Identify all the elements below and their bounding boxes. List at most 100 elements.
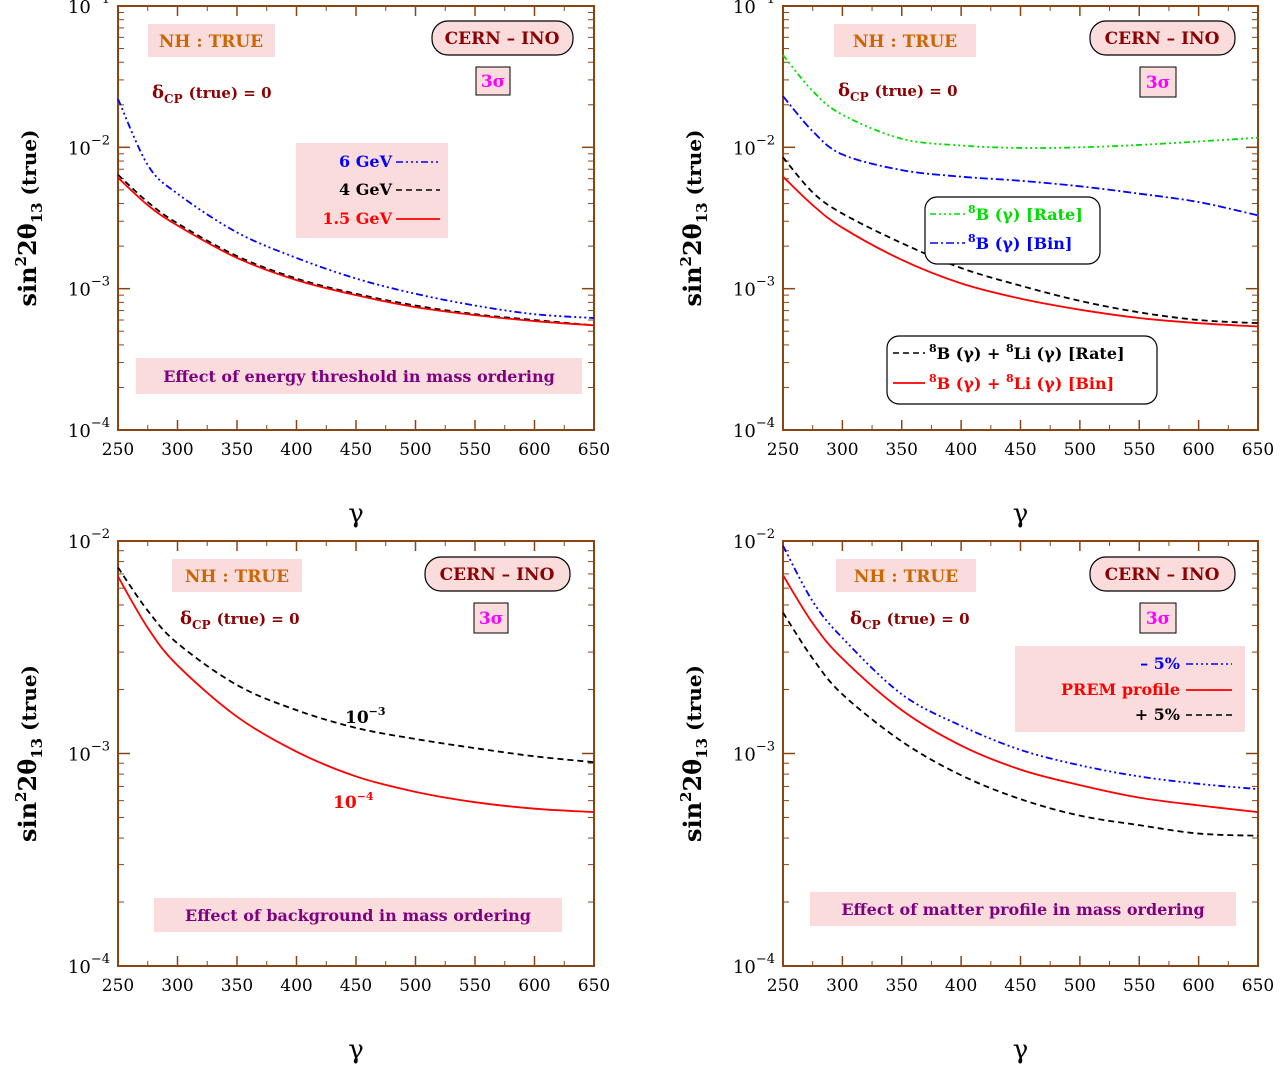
nh-true-box [148, 24, 275, 57]
decor-layer: NH : TRUE CERN – INO 3σ δCP (true) = 0 6 … [136, 20, 1245, 932]
legend-label-1p5gev: 1.5 GeV [322, 209, 392, 228]
x-tick-label: 500 [399, 440, 431, 460]
x-tick-label: 650 [1242, 440, 1274, 460]
y-tick-label: 10−3 [733, 740, 775, 766]
x-tick-label: 500 [1064, 440, 1096, 460]
x-axis-label: γ [348, 1035, 364, 1065]
note-box [810, 892, 1236, 926]
x-tick-label: 400 [280, 440, 312, 460]
cl-box [1139, 602, 1177, 634]
cl-box [475, 66, 511, 96]
y-tick-label: 10−4 [68, 416, 110, 442]
panels-layer: 250 300 350 400 450 500 550 600 650 10−4 10−3 10−2 1… [12, 0, 1274, 1065]
legend-box-b-li [886, 335, 1158, 405]
x-tick-label: 250 [102, 440, 134, 460]
y-axis-label: sin22θ13 (true) [12, 129, 46, 306]
panel-4-annotations: NH : TRUE CERN – INO 3σ δCP (true) = 0 – … [810, 556, 1245, 926]
legend-label-plus5: + 5% [1135, 705, 1180, 724]
y-tick-label: 10−4 [68, 952, 110, 978]
y-tick-label: 10−2 [68, 527, 110, 553]
x-tick-label: 600 [518, 440, 550, 460]
cl-label: 3σ [1146, 73, 1170, 93]
nh-true-label: NH : TRUE [853, 32, 957, 52]
x-tick-label: 600 [1182, 440, 1214, 460]
x-tick-label: 600 [1182, 976, 1214, 996]
x-tick-label: 650 [578, 440, 610, 460]
legend-label-b-rate: 8B (γ) [Rate] [968, 203, 1083, 224]
series-line-3 [117, 177, 595, 327]
note-label: Effect of energy threshold in mass order… [163, 367, 555, 386]
curve-label-1e-3: 10−3 [345, 705, 386, 728]
y-axis-label: sin22θ13 (true) [677, 665, 711, 842]
legend-box [1015, 646, 1245, 732]
nh-true-box [172, 559, 302, 592]
x-axis-label: γ [1013, 499, 1029, 529]
x-axis-label: γ [1013, 1035, 1029, 1065]
legend-label-bli-bin: 8B (γ) + 8Li (γ) [Bin] [929, 372, 1114, 393]
baseline-badge [1089, 556, 1236, 592]
y-tick-label: 10−4 [733, 952, 775, 978]
x-tick-label: 500 [1064, 976, 1096, 996]
x-tick-label: 550 [1123, 976, 1155, 996]
cl-box [1139, 66, 1177, 98]
baseline-label: CERN – INO [1105, 29, 1220, 49]
x-tick-label: 250 [102, 976, 134, 996]
legend-label-6gev: 6 GeV [339, 152, 393, 171]
panel-4: 250 300 350 400 450 500 550 600 650 10−4 10−3 10−2 γ… [677, 527, 1274, 1065]
nh-true-label: NH : TRUE [854, 567, 958, 587]
x-tick-label: 300 [161, 440, 193, 460]
x-tick-label: 250 [767, 440, 799, 460]
x-tick-label: 300 [826, 976, 858, 996]
cl-label: 3σ [479, 609, 503, 629]
panel-3-annotations: NH : TRUE CERN – INO 3σ δCP (true) = 0 10… [154, 556, 571, 932]
baseline-label: CERN – INO [445, 29, 560, 49]
legend-label-4gev: 4 GeV [339, 180, 393, 199]
x-tick-label: 450 [1004, 440, 1036, 460]
x-tick-label: 450 [340, 976, 372, 996]
y-tick-label: 10−3 [68, 275, 110, 301]
nh-true-box [836, 559, 976, 592]
panel-3: 250 300 350 400 450 500 550 600 650 10−4 10−3 10−2 γ… [12, 527, 610, 1065]
y-tick-label: 10−1 [68, 0, 110, 18]
baseline-label: CERN – INO [1105, 565, 1220, 585]
y-tick-label: 10−2 [68, 133, 110, 159]
x-tick-label: 350 [221, 440, 253, 460]
delta-cp-label: δCP (true) = 0 [180, 608, 300, 632]
series-line-2 [782, 574, 1259, 813]
y-axis-label: sin22θ13 (true) [12, 665, 46, 842]
panel-2-annotations: NH : TRUE CERN – INO 3σ δCP (true) = 0 8B… [834, 20, 1236, 405]
y-tick-label: 10−3 [68, 740, 110, 766]
note-label: Effect of matter profile in mass orderin… [841, 900, 1204, 919]
panel-1-annotations: NH : TRUE CERN – INO 3σ δCP (true) = 0 6 … [136, 20, 582, 394]
x-tick-label: 350 [221, 976, 253, 996]
cl-box [473, 602, 509, 634]
panel-1: 250 300 350 400 450 500 550 600 650 10−4 10−3 10−2 1… [12, 0, 610, 529]
legend-label-bli-rate: 8B (γ) + 8Li (γ) [Rate] [929, 342, 1125, 363]
x-tick-label: 650 [578, 976, 610, 996]
nh-true-label: NH : TRUE [159, 32, 263, 52]
x-tick-label: 250 [767, 976, 799, 996]
series-line-2 [117, 576, 595, 813]
panel-2: 250 300 350 400 450 500 550 600 650 10−4 10−3 10−2 1… [677, 0, 1274, 529]
x-tick-label: 450 [1004, 976, 1036, 996]
delta-cp-label: δCP (true) = 0 [850, 608, 970, 632]
series-line-3 [782, 156, 1259, 325]
y-tick-label: 10−4 [733, 416, 775, 442]
series-line-3 [782, 612, 1259, 837]
legend-label-prem: PREM profile [1061, 680, 1180, 699]
note-box [154, 898, 562, 932]
x-tick-label: 500 [399, 976, 431, 996]
x-tick-label: 650 [1242, 976, 1274, 996]
baseline-label: CERN – INO [440, 565, 555, 585]
x-tick-label: 550 [459, 440, 491, 460]
legend-label-b-bin: 8B (γ) [Bin] [968, 232, 1072, 253]
x-tick-label: 300 [161, 976, 193, 996]
legend-box-b-only [924, 196, 1101, 265]
y-tick-label: 10−3 [733, 275, 775, 301]
note-label: Effect of background in mass ordering [185, 906, 531, 925]
series-line-2 [117, 174, 595, 327]
x-tick-label: 550 [459, 976, 491, 996]
x-tick-label: 350 [886, 976, 918, 996]
series-line-1 [117, 98, 595, 319]
